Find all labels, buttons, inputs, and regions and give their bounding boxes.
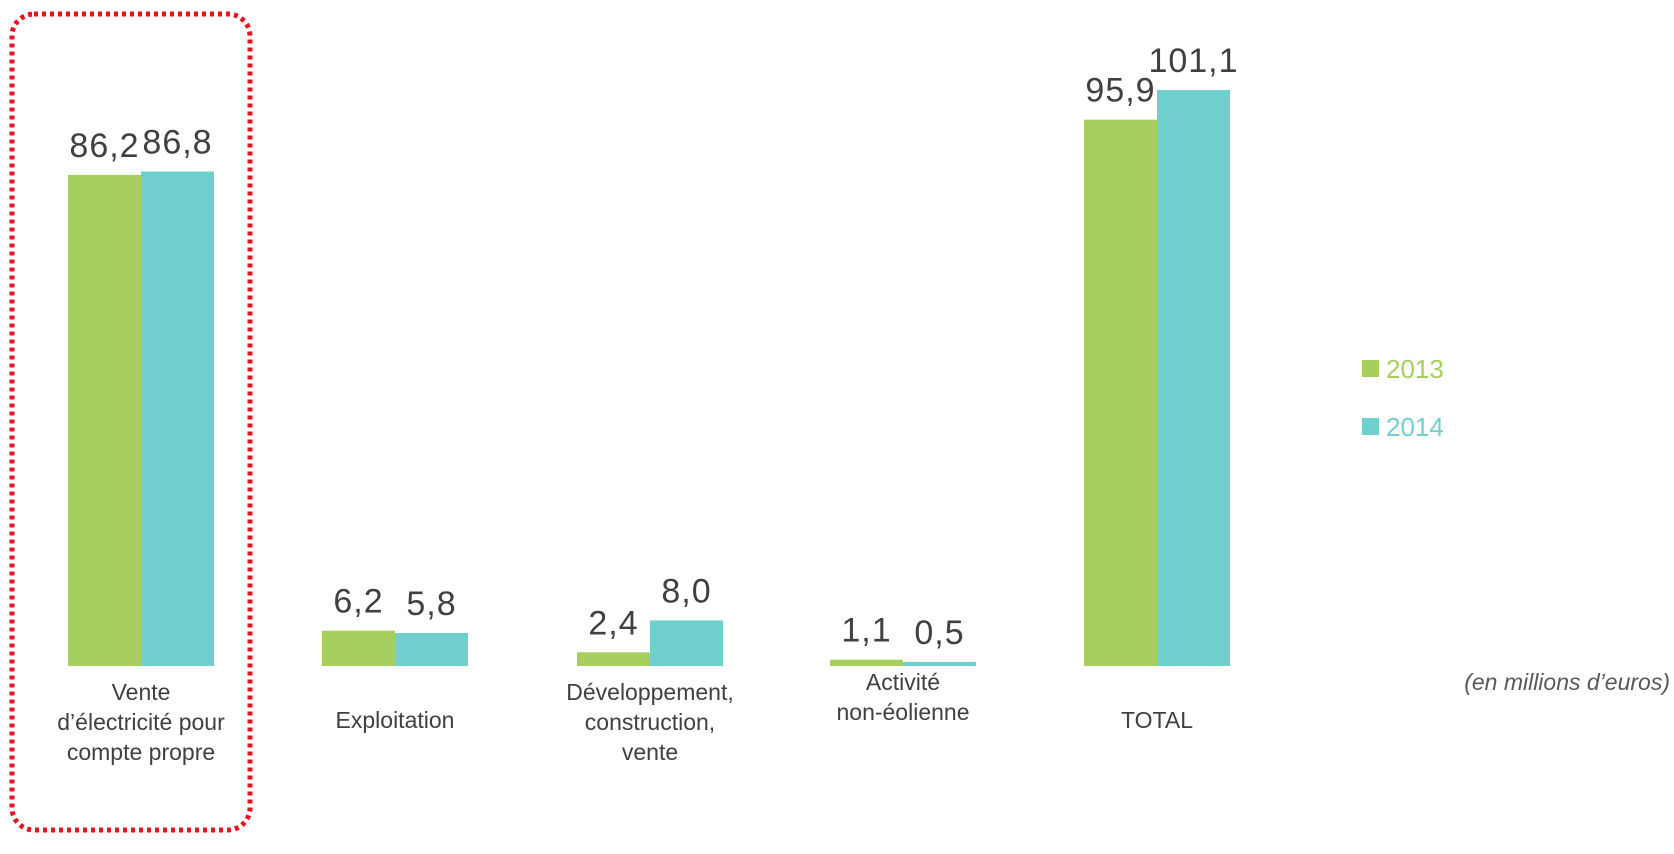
legend-label-2014: 2014 [1386,412,1444,442]
data-label-2013-3: 1,1 [841,612,891,650]
data-label-2013-4: 95,9 [1085,72,1155,110]
category-label-4: TOTAL [1121,707,1193,733]
data-labels: 86,2 6,2 2,4 1,1 95,9 86,8 5,8 8,0 0,5 101,1 [69,42,1238,652]
data-label-2014-2: 8,0 [661,572,711,610]
data-label-2013-1: 6,2 [333,583,383,621]
category-label-3: Activité non-éolienne [836,669,969,725]
legend-swatch-2014 [1362,418,1379,435]
data-label-2014-1: 5,8 [406,585,456,623]
data-label-2014-4: 101,1 [1148,42,1238,80]
category-label-2: Développement, construction, vente [566,679,734,765]
category-labels: Vente d’électricité pour compte propre Expl… [57,669,1193,765]
bar-2014-2 [650,620,723,666]
category-label-0: Vente d’électricité pour compte propre [57,679,225,765]
unit-note: (en millions d’euros) [1464,669,1670,695]
bars [68,90,1230,667]
data-label-2014-0: 86,8 [142,123,212,161]
bar-2013-1 [322,630,395,666]
data-label-2013-0: 86,2 [69,127,139,165]
data-label-2014-3: 0,5 [914,614,964,652]
bar-2014-1 [395,632,468,666]
bar-2013-0 [68,174,141,667]
bar-2014-0 [141,171,214,667]
legend: 2013 2014 [1362,354,1444,442]
legend-label-2013: 2013 [1386,354,1444,384]
bar-2013-4 [1084,119,1157,667]
bar-2014-3 [903,662,976,666]
highlight-boxes [9,11,253,833]
bar-2013-3 [830,659,903,666]
bar-2014-4 [1157,90,1230,666]
highlight-box-0 [9,11,253,833]
bar-2013-2 [577,652,650,666]
data-label-2013-2: 2,4 [588,604,638,642]
category-label-1: Exploitation [336,707,455,733]
legend-swatch-2013 [1362,360,1379,377]
